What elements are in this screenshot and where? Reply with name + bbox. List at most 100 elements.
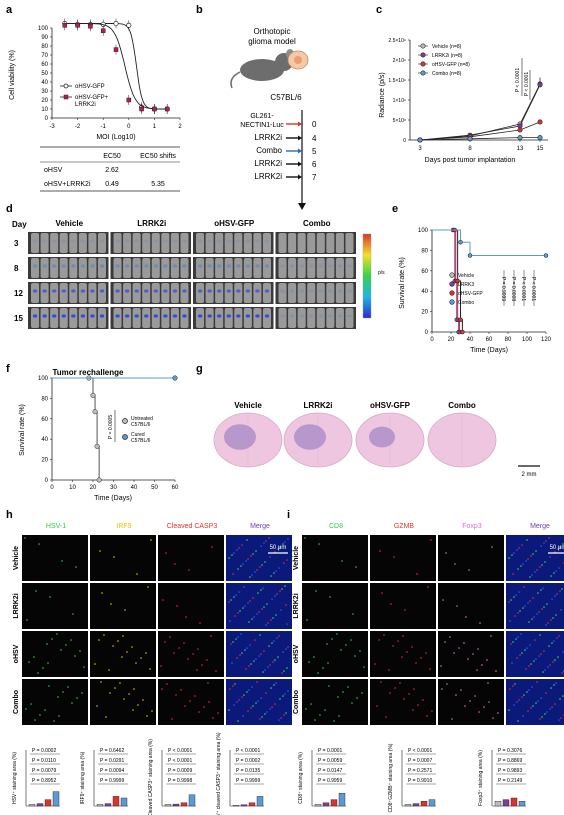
signal-dot — [508, 557, 510, 559]
bioluminescence-signal — [172, 314, 178, 318]
signal-dot — [25, 708, 27, 710]
bioluminescence-signal — [172, 239, 178, 243]
signal-dot — [185, 616, 187, 618]
step-arrowhead — [298, 121, 302, 127]
bioluminescence-signal — [328, 289, 333, 293]
signal-dot — [393, 556, 395, 558]
bar — [510, 797, 518, 807]
signal-dot — [282, 695, 284, 697]
signal-dot — [517, 720, 519, 722]
mouse-silhouette — [297, 258, 306, 278]
mouse-silhouette — [234, 233, 243, 253]
pval: P = 0.9999 — [236, 778, 260, 784]
legend-lrrk2i: LRRK2i — [75, 102, 96, 108]
signal-dot — [495, 670, 497, 672]
pval: P < 0.0001 — [524, 72, 530, 96]
signal-dot — [272, 661, 274, 663]
signal-dot — [201, 664, 203, 666]
signal-dot — [238, 547, 240, 549]
panel-g: g Vehicle LRRK2i oHSV-GFP Combo 2 mm — [196, 363, 540, 478]
mouse-silhouette — [345, 258, 354, 278]
mouse-silhouette — [180, 283, 189, 303]
mouse-silhouette — [307, 283, 316, 303]
mouse-silhouette — [345, 283, 354, 303]
bioluminescence-signal — [182, 264, 187, 268]
censor-point — [467, 253, 473, 258]
panel-h-bar-charts: HSV⁺ staining area (%) P = 0.0002 P = 0.01… — [12, 732, 264, 815]
signal-dot — [271, 642, 273, 644]
signal-dot — [559, 590, 561, 592]
signal-dot — [510, 643, 512, 645]
signal-dot — [103, 634, 105, 636]
signal-dot — [322, 667, 324, 669]
signal-dot — [545, 624, 547, 626]
signal-dot — [529, 644, 531, 646]
xtick-label: -1 — [101, 124, 107, 130]
signal-dot — [178, 647, 180, 649]
mouse-silhouette — [78, 308, 87, 328]
signal-dot — [530, 555, 532, 557]
bioluminescence-signal — [134, 239, 139, 243]
ytick-label: 60 — [41, 417, 48, 423]
ytick-label: 20 — [41, 98, 48, 104]
mouse-silhouette — [345, 233, 354, 253]
signal-dot — [525, 560, 527, 562]
signal-dot — [273, 572, 275, 574]
signal-dot — [189, 700, 191, 702]
bioluminescence-signal — [153, 314, 159, 318]
signal-dot — [356, 697, 358, 699]
mouse-silhouette — [161, 283, 170, 303]
signal-dot — [352, 613, 354, 615]
row-label: oHSV — [293, 644, 300, 663]
signal-dot — [317, 672, 319, 674]
signal-dot — [526, 647, 528, 649]
row-label: Combo — [293, 690, 300, 714]
censor-point — [458, 317, 463, 323]
signal-dot — [536, 681, 538, 683]
bioluminescence-signal — [144, 264, 149, 268]
mouse-silhouette — [40, 308, 49, 328]
signal-dot — [28, 661, 30, 663]
signal-dot — [431, 710, 433, 712]
signal-dot — [381, 592, 383, 594]
panel-e-ylabel: Survival rate (%) — [399, 257, 406, 309]
mouse-silhouette — [196, 308, 205, 328]
signal-dot — [232, 685, 234, 687]
bioluminescence-signal — [264, 264, 270, 268]
signal-dot — [487, 682, 489, 684]
signal-dot — [508, 709, 510, 711]
mouse-silhouette — [170, 233, 179, 253]
fluorescence-image — [90, 679, 156, 725]
signal-dot — [464, 705, 466, 707]
signal-dot — [246, 691, 248, 693]
mouse-silhouette — [69, 308, 78, 328]
signal-dot — [468, 569, 470, 571]
mouse-silhouette — [205, 233, 214, 253]
signal-dot — [408, 693, 410, 695]
mouse-silhouette — [142, 233, 151, 253]
signal-dot — [273, 640, 275, 642]
panel-label-g: g — [196, 363, 203, 375]
mouse-silhouette — [151, 233, 160, 253]
signal-dot — [472, 653, 474, 655]
panel-f: f Tumor rechallenge 0 20 40 60 80 100 0 10 20 30… — [6, 363, 179, 502]
signal-dot — [558, 567, 560, 569]
signal-dot — [415, 662, 417, 664]
step-arrowhead — [298, 174, 302, 180]
signal-dot — [329, 596, 331, 598]
signal-dot — [180, 689, 182, 691]
panel-label-i: i — [287, 509, 290, 521]
mouse-silhouette — [288, 233, 297, 253]
xtick-label: 15 — [537, 146, 544, 152]
signal-dot — [278, 719, 280, 721]
signal-dot — [283, 714, 285, 716]
bioluminescence-signal — [90, 239, 95, 243]
mouse-silhouette — [215, 308, 224, 328]
signal-dot — [38, 543, 40, 545]
bioluminescence-signal — [80, 289, 86, 293]
signal-dot — [385, 716, 387, 718]
data-point — [417, 137, 423, 143]
signal-dot — [555, 570, 557, 572]
signal-dot — [272, 617, 274, 619]
bioluminescence-signal — [207, 289, 212, 293]
